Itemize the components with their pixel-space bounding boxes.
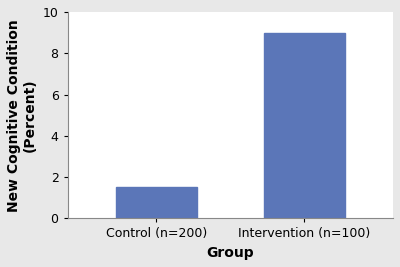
Bar [116, 187, 197, 218]
Y-axis label: New Cognitive Condition
(Percent): New Cognitive Condition (Percent) [7, 19, 37, 211]
X-axis label: Group: Group [206, 246, 254, 260]
Bar [264, 33, 345, 218]
